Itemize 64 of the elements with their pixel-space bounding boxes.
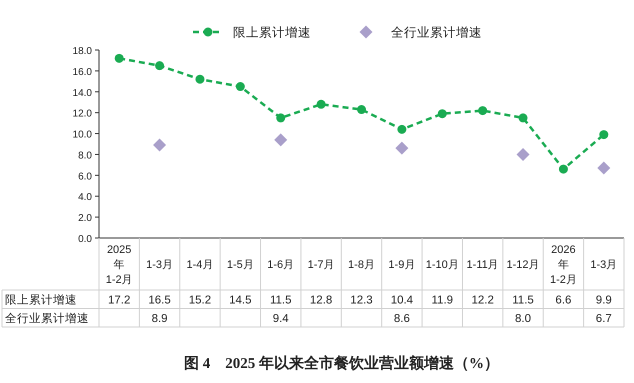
data-label: 12.8 xyxy=(310,294,332,306)
x-tick-label: 1-9月 xyxy=(388,259,416,271)
y-tick-label: 8.0 xyxy=(78,150,92,162)
x-tick-label: 1-12月 xyxy=(506,259,540,271)
y-tick-label: 4.0 xyxy=(78,192,92,204)
y-tick-label: 0.0 xyxy=(78,234,92,245)
data-label: 11.5 xyxy=(270,294,292,306)
y-tick-label: 18.0 xyxy=(72,46,92,57)
y-tick-label: 6.0 xyxy=(78,171,92,182)
point xyxy=(274,133,288,146)
point xyxy=(153,138,166,152)
data-label: 16.5 xyxy=(148,294,171,306)
legend-label: 全行业累计增速 xyxy=(391,26,482,40)
x-tick-label: 2026 年 1-2月 xyxy=(550,244,577,286)
point xyxy=(236,82,245,92)
legend-label: 限上累计增速 xyxy=(233,26,311,40)
data-label: 11.9 xyxy=(432,294,454,306)
y-tick-label: 14.0 xyxy=(72,88,92,99)
x-tick-label: 1-10月 xyxy=(426,259,459,271)
point xyxy=(276,113,286,122)
data-label: 9.4 xyxy=(272,312,290,325)
x-tick-label: 1-3月 xyxy=(146,259,174,271)
data-label: 8.0 xyxy=(515,312,532,325)
data-label: 15.2 xyxy=(188,294,212,306)
x-tick-label: 1-7月 xyxy=(308,259,335,271)
x-tick-label: 1-11月 xyxy=(466,259,499,271)
point xyxy=(558,164,568,174)
data-label: 6.6 xyxy=(555,294,572,306)
point xyxy=(195,74,204,84)
data-label: 8.9 xyxy=(152,312,168,325)
y-tick-label: 10.0 xyxy=(72,130,92,141)
data-label: 6.7 xyxy=(596,312,612,325)
x-tick-label: 1-6月 xyxy=(267,259,294,271)
text: 限上累计增速 xyxy=(5,294,77,306)
point xyxy=(597,162,610,175)
x-tick-label: 1-8月 xyxy=(348,259,375,271)
text: 图 4 2025 年以来全市餐饮业营业额增速（%） xyxy=(184,354,499,372)
y-tick-label: 2.0 xyxy=(78,213,92,224)
data-label: 10.4 xyxy=(390,294,414,306)
data-label: 14.5 xyxy=(229,294,252,306)
data-label: 12.3 xyxy=(350,294,373,306)
point xyxy=(316,100,326,109)
point xyxy=(397,124,406,134)
point xyxy=(114,54,124,63)
x-tick-label: 1-5月 xyxy=(226,259,254,271)
x-tick-label: 1-4月 xyxy=(186,259,214,271)
data-label: 17.2 xyxy=(108,294,130,306)
text: 全行业累计增速 xyxy=(5,312,89,325)
point xyxy=(155,61,164,70)
x-tick-label: 2025 年 1-2月 xyxy=(106,244,133,286)
point xyxy=(599,130,608,140)
x-tick-label: 1-3月 xyxy=(590,259,618,271)
data-label: 8.6 xyxy=(394,312,410,325)
point xyxy=(357,105,366,114)
y-tick-label: 12.0 xyxy=(72,108,92,120)
point xyxy=(438,109,447,118)
point xyxy=(518,113,528,122)
point xyxy=(395,142,408,155)
data-label: 11.5 xyxy=(512,294,534,306)
y-tick-label: 16.0 xyxy=(72,66,92,78)
data-label: 9.9 xyxy=(596,294,612,306)
point xyxy=(516,148,530,161)
point xyxy=(478,106,488,116)
data-label: 12.2 xyxy=(471,294,494,306)
